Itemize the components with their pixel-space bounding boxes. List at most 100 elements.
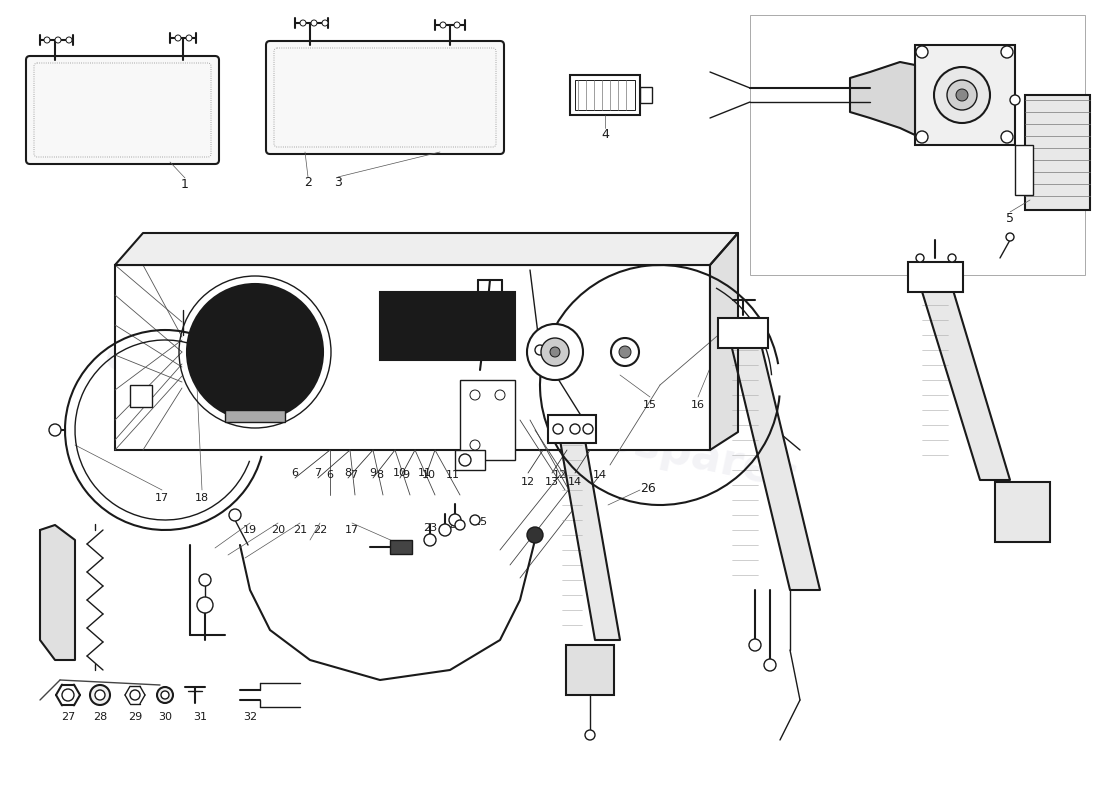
Text: 30: 30 xyxy=(158,712,172,722)
Bar xyxy=(915,45,1015,145)
Circle shape xyxy=(585,730,595,740)
Bar xyxy=(130,385,152,407)
Bar xyxy=(1015,145,1033,195)
Circle shape xyxy=(553,424,563,434)
Polygon shape xyxy=(850,62,915,135)
Text: 29: 29 xyxy=(128,712,142,722)
Circle shape xyxy=(916,254,924,262)
Circle shape xyxy=(62,689,74,701)
Circle shape xyxy=(90,685,110,705)
Text: 6: 6 xyxy=(292,468,298,478)
Circle shape xyxy=(300,20,306,26)
Bar xyxy=(570,75,640,115)
Text: 5: 5 xyxy=(1006,211,1014,225)
Text: 26: 26 xyxy=(640,482,656,494)
FancyBboxPatch shape xyxy=(266,41,504,154)
Text: 23: 23 xyxy=(422,523,437,533)
Text: 13: 13 xyxy=(573,470,587,480)
Circle shape xyxy=(527,527,543,543)
Circle shape xyxy=(619,346,631,358)
Circle shape xyxy=(749,639,761,651)
Circle shape xyxy=(470,515,480,525)
Circle shape xyxy=(439,524,451,536)
Polygon shape xyxy=(730,340,820,590)
Polygon shape xyxy=(560,440,620,640)
Circle shape xyxy=(541,338,569,366)
Bar xyxy=(548,415,596,443)
Text: 22: 22 xyxy=(312,525,327,535)
Text: 4: 4 xyxy=(601,129,609,142)
Circle shape xyxy=(322,20,328,26)
Circle shape xyxy=(916,46,928,58)
Bar xyxy=(116,265,710,450)
Text: 18: 18 xyxy=(195,493,209,503)
Text: 1: 1 xyxy=(182,178,189,191)
Text: 14: 14 xyxy=(568,477,582,487)
Text: 17: 17 xyxy=(345,525,359,535)
FancyBboxPatch shape xyxy=(26,56,219,164)
Text: 3: 3 xyxy=(334,177,342,190)
Text: 6: 6 xyxy=(327,470,333,480)
Text: 11: 11 xyxy=(418,468,432,478)
Circle shape xyxy=(570,424,580,434)
Circle shape xyxy=(764,659,776,671)
Circle shape xyxy=(197,597,213,613)
Text: 15: 15 xyxy=(644,400,657,410)
Circle shape xyxy=(55,37,60,43)
Circle shape xyxy=(916,131,928,143)
Circle shape xyxy=(186,35,192,41)
Circle shape xyxy=(44,37,50,43)
Circle shape xyxy=(440,22,446,28)
Circle shape xyxy=(550,347,560,357)
Bar xyxy=(750,15,1085,275)
Bar xyxy=(575,80,635,110)
Text: 25: 25 xyxy=(473,517,487,527)
Bar xyxy=(908,262,962,292)
Text: 32: 32 xyxy=(243,712,257,722)
Text: 31: 31 xyxy=(192,712,207,722)
Text: 13: 13 xyxy=(544,477,559,487)
Text: 21: 21 xyxy=(293,525,307,535)
Text: 8: 8 xyxy=(344,468,352,478)
Text: 20: 20 xyxy=(271,525,285,535)
Text: 2: 2 xyxy=(304,177,312,190)
Circle shape xyxy=(187,284,323,420)
Text: 17: 17 xyxy=(155,493,169,503)
Circle shape xyxy=(1006,233,1014,241)
Bar xyxy=(460,380,515,460)
Circle shape xyxy=(934,67,990,123)
Polygon shape xyxy=(710,233,738,450)
Text: 28: 28 xyxy=(92,712,107,722)
Circle shape xyxy=(1001,46,1013,58)
Circle shape xyxy=(161,691,169,699)
Circle shape xyxy=(583,424,593,434)
Bar xyxy=(390,540,412,554)
Bar xyxy=(640,87,652,103)
Circle shape xyxy=(947,80,977,110)
Circle shape xyxy=(311,20,317,26)
Polygon shape xyxy=(40,525,75,660)
Text: 8: 8 xyxy=(376,470,384,480)
Circle shape xyxy=(66,37,72,43)
Circle shape xyxy=(956,89,968,101)
Text: eurospares: eurospares xyxy=(100,334,384,434)
Circle shape xyxy=(130,690,140,700)
Bar xyxy=(455,450,485,470)
Circle shape xyxy=(157,687,173,703)
Text: 14: 14 xyxy=(593,470,607,480)
Circle shape xyxy=(495,390,505,400)
Text: 19: 19 xyxy=(243,525,257,535)
Bar xyxy=(566,645,614,695)
Text: 9: 9 xyxy=(402,470,409,480)
Circle shape xyxy=(229,509,241,521)
Text: 24: 24 xyxy=(448,520,462,530)
Circle shape xyxy=(1010,95,1020,105)
Circle shape xyxy=(449,514,461,526)
Circle shape xyxy=(424,534,436,546)
Circle shape xyxy=(610,338,639,366)
Text: 11: 11 xyxy=(446,470,460,480)
Circle shape xyxy=(535,345,544,355)
Text: 12: 12 xyxy=(553,470,568,480)
Circle shape xyxy=(948,254,956,262)
Text: 12: 12 xyxy=(521,477,535,487)
